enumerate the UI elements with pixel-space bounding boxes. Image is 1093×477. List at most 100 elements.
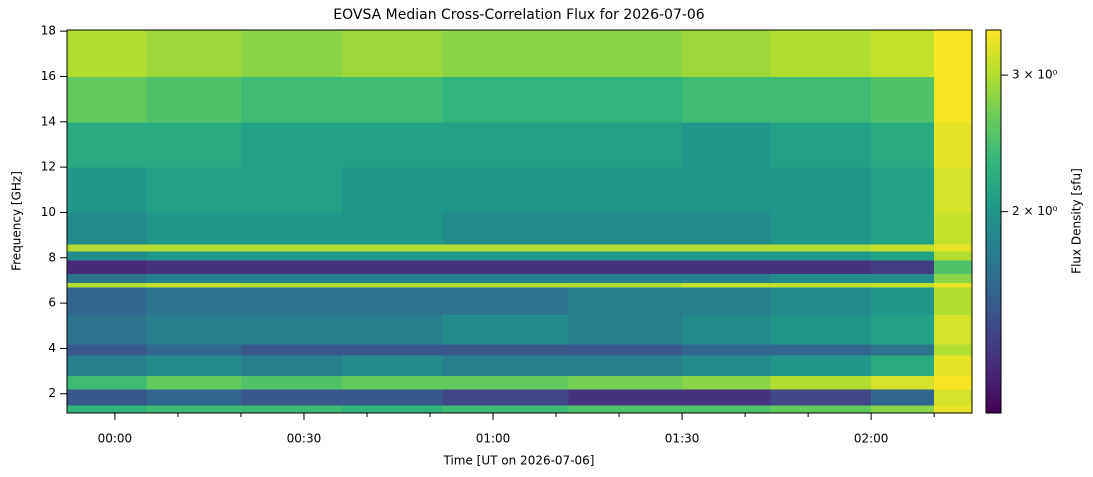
heatmap-cell — [871, 260, 935, 275]
colorbar-segment — [986, 215, 1001, 219]
heatmap-cell — [934, 121, 973, 168]
x-axis-label: Time [UT on 2026-07-06] — [443, 454, 595, 468]
heatmap-cell — [568, 343, 683, 356]
heatmap-cell — [934, 282, 973, 288]
colorbar-segment — [986, 77, 1001, 82]
heatmap-cell — [770, 244, 872, 252]
heatmap-cell — [240, 314, 343, 345]
heatmap-cell — [770, 282, 872, 288]
colorbar-segment — [986, 262, 1001, 267]
heatmap-cell — [934, 260, 973, 275]
colorbar-segment — [986, 291, 1001, 296]
colorbar-segment — [986, 406, 1001, 411]
colorbar-segment — [986, 259, 1001, 264]
heatmap-cell — [341, 389, 444, 406]
heatmap-cell — [442, 287, 570, 315]
heatmap-cell — [146, 76, 242, 123]
heatmap-cell — [240, 244, 343, 252]
colorbar-segment — [986, 234, 1001, 238]
heatmap-cell — [568, 273, 683, 284]
heatmap-cell — [67, 375, 147, 390]
colorbar-segment — [986, 384, 1001, 388]
heatmap-cell — [568, 314, 683, 345]
heatmap-cell — [240, 167, 343, 213]
colorbar-segment — [986, 368, 1001, 373]
heatmap-cell — [568, 389, 683, 406]
colorbar-segment — [986, 345, 1001, 350]
heatmap-cell — [146, 343, 242, 356]
heatmap-cell — [770, 30, 872, 77]
heatmap-cell — [682, 389, 771, 406]
colorbar-segment — [986, 199, 1001, 203]
colorbar-segment — [986, 307, 1001, 312]
colorbar-tick-label: 3 × 10⁰ — [1012, 68, 1058, 82]
heatmap-cell — [871, 244, 935, 252]
heatmap-cell — [934, 76, 973, 123]
heatmap-cell — [341, 76, 444, 123]
colorbar-segment — [986, 253, 1001, 258]
y-tick-label: 10 — [41, 205, 56, 219]
y-tick-label: 2 — [48, 386, 56, 400]
colorbar-segment — [986, 250, 1001, 254]
heatmap-cell — [442, 250, 570, 261]
heatmap-cell — [146, 375, 242, 390]
colorbar-segment — [986, 112, 1001, 117]
colorbar-tick-label: 2 × 10⁰ — [1012, 204, 1058, 218]
heatmap-cell — [240, 30, 343, 77]
heatmap-cell — [770, 314, 872, 345]
heatmap-cell — [568, 287, 683, 315]
heatmap-cell — [341, 30, 444, 77]
colorbar-segment — [986, 109, 1001, 114]
colorbar-segment — [986, 358, 1001, 363]
plot-frame — [66, 29, 973, 414]
heatmap-cell — [682, 405, 771, 414]
colorbar-segment — [986, 231, 1001, 235]
colorbar-segment — [986, 237, 1001, 242]
colorbar-segment — [986, 148, 1001, 152]
colorbar-segment — [986, 393, 1001, 398]
x-tick-label: 01:30 — [665, 432, 700, 446]
heatmap-cell — [67, 314, 147, 345]
heatmap-cell — [934, 355, 973, 377]
heatmap-cell — [341, 167, 444, 213]
colorbar-segment — [986, 36, 1001, 41]
heatmap-cell — [341, 282, 444, 288]
colorbar-segment — [986, 33, 1001, 37]
heatmap-cell — [442, 282, 570, 288]
heatmap-cell — [934, 405, 973, 414]
heatmap-cell — [442, 343, 570, 356]
heatmap-cell — [442, 212, 570, 245]
colorbar-segment — [986, 339, 1001, 344]
colorbar-segment — [986, 243, 1001, 248]
x-tick-label: 00:30 — [287, 432, 322, 446]
heatmap-cell — [770, 250, 872, 261]
colorbar-segment — [986, 90, 1001, 95]
heatmap-cell — [568, 212, 683, 245]
colorbar-segment — [986, 218, 1001, 222]
colorbar-segment — [986, 71, 1001, 76]
colorbar-segment — [986, 122, 1001, 127]
heatmap-cell — [67, 76, 147, 123]
heatmap-cell — [341, 212, 444, 245]
colorbar-segment — [986, 135, 1001, 140]
heatmap-cell — [240, 287, 343, 315]
heatmap-cell — [770, 405, 872, 414]
heatmap-cell — [871, 287, 935, 315]
colorbar-segment — [986, 294, 1001, 299]
colorbar-segment — [986, 180, 1001, 184]
heatmap-cell — [871, 30, 935, 77]
heatmap-cell — [770, 375, 872, 390]
colorbar-segment — [986, 186, 1001, 191]
colorbar-segment — [986, 55, 1001, 60]
colorbar-segment — [986, 192, 1001, 197]
heatmap-cell — [682, 76, 771, 123]
heatmap-cell — [871, 355, 935, 377]
heatmap-cell — [934, 287, 973, 315]
heatmap-cell — [568, 121, 683, 168]
colorbar-segment — [986, 365, 1001, 369]
heatmap-cell — [146, 167, 242, 213]
heatmap-cell — [682, 375, 771, 390]
heatmap-cell — [934, 375, 973, 390]
heatmap-cell — [146, 244, 242, 252]
colorbar-segment — [986, 288, 1001, 293]
